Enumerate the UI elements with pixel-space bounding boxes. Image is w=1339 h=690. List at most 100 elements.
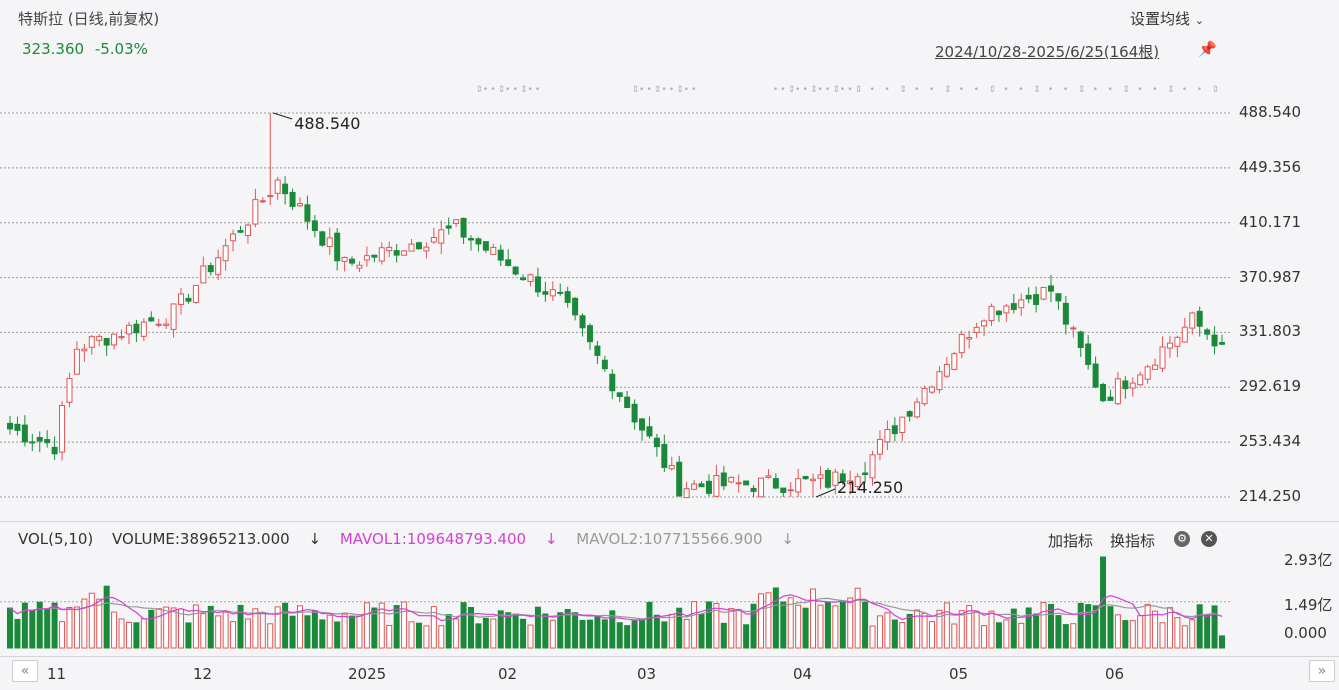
event-marker-icon[interactable]: • — [646, 85, 651, 95]
y-tick-label: 410.171 — [1239, 212, 1302, 231]
add-indicator-button[interactable]: 加指标 — [1048, 532, 1094, 550]
event-marker-icon[interactable]: ⇕ — [1122, 85, 1130, 95]
event-marker-icon[interactable]: • — [795, 85, 800, 95]
event-marker-icon[interactable]: • — [825, 85, 830, 95]
event-marker-icon[interactable]: ⇕ — [855, 85, 863, 95]
candle-body — [966, 337, 973, 340]
event-marker-icon[interactable]: ⇕ — [654, 85, 662, 95]
candle-body — [1062, 302, 1069, 325]
event-marker-icon[interactable]: • — [1182, 85, 1187, 95]
candle-body — [341, 256, 348, 262]
event-marker-icon[interactable]: • — [1152, 85, 1157, 95]
event-marker-icon[interactable]: ⇕ — [520, 85, 528, 95]
volume-bar — [995, 622, 1002, 649]
volume-bar — [1159, 622, 1166, 649]
event-marker-icon[interactable]: • — [1093, 85, 1098, 95]
event-marker-icon[interactable]: ⇕ — [944, 85, 952, 95]
event-marker-icon[interactable]: • — [959, 85, 964, 95]
volume-bar — [1025, 607, 1032, 649]
event-marker-icon[interactable]: ⇕ — [1033, 85, 1041, 95]
candle-body — [929, 386, 936, 393]
volume-bar — [698, 613, 705, 649]
panel-separator — [0, 521, 1339, 522]
event-marker-icon[interactable]: • — [1018, 85, 1023, 95]
volume-bar — [862, 601, 869, 649]
event-marker-icon[interactable]: • — [870, 85, 875, 95]
volume-bar — [207, 605, 214, 649]
event-marker-icon[interactable]: • — [669, 85, 674, 95]
candle-body — [334, 232, 341, 262]
candle-body — [1114, 378, 1121, 405]
event-marker-icon[interactable]: ⇕ — [810, 85, 818, 95]
close-icon[interactable]: ✕ — [1201, 531, 1217, 547]
event-marker-icon[interactable]: ⇕ — [1212, 85, 1220, 95]
volume-bar — [96, 598, 103, 649]
volume-bar — [1003, 619, 1010, 649]
candle-body — [215, 257, 222, 276]
event-marker-icon[interactable]: • — [505, 85, 510, 95]
event-marker-icon[interactable]: • — [914, 85, 919, 95]
event-marker-icon[interactable]: • — [803, 85, 808, 95]
candle-body — [557, 291, 564, 294]
switch-indicator-button[interactable]: 换指标 — [1110, 532, 1156, 550]
volume-bar — [490, 618, 497, 649]
event-marker-icon[interactable]: ⇕ — [676, 85, 684, 95]
y-tick-label: 331.803 — [1239, 322, 1302, 341]
event-marker-icon[interactable]: • — [1048, 85, 1053, 95]
y-tick-label: 253.434 — [1239, 432, 1302, 451]
pin-icon[interactable]: 📌 — [1198, 40, 1217, 58]
volume-chart[interactable] — [0, 548, 1339, 656]
event-marker-icon[interactable]: • — [527, 85, 532, 95]
event-marker-icon[interactable]: ⇕ — [632, 85, 640, 95]
mavol2-value: MAVOL2:107715566.900 — [576, 530, 763, 548]
event-marker-icon[interactable]: • — [1197, 85, 1202, 95]
candle-body — [1159, 346, 1166, 369]
volume-bar — [1107, 606, 1114, 649]
event-marker-icon[interactable]: • — [773, 85, 778, 95]
event-marker-icon[interactable]: • — [840, 85, 845, 95]
volume-bar — [891, 619, 898, 649]
candle-body — [29, 441, 36, 444]
event-marker-icon[interactable]: • — [884, 85, 889, 95]
candle-body — [44, 439, 51, 444]
event-marker-icon[interactable]: ⇕ — [475, 85, 483, 95]
event-marker-icon[interactable]: • — [513, 85, 518, 95]
candle-body — [958, 333, 965, 354]
event-marker-icon[interactable]: ⇕ — [832, 85, 840, 95]
event-marker-icon[interactable]: • — [1063, 85, 1068, 95]
event-marker-icon[interactable]: • — [974, 85, 979, 95]
event-marker-icon[interactable]: • — [639, 85, 644, 95]
event-marker-icon[interactable]: • — [661, 85, 666, 95]
event-marker-icon[interactable]: ⇕ — [1078, 85, 1086, 95]
scroll-left-button[interactable]: « — [12, 660, 38, 682]
volume-bar — [839, 601, 846, 649]
event-marker-icon[interactable]: ⇕ — [899, 85, 907, 95]
event-marker-icon[interactable]: • — [929, 85, 934, 95]
event-marker-icon[interactable]: ⇕ — [988, 85, 996, 95]
event-marker-icon[interactable]: • — [490, 85, 495, 95]
event-marker-icon[interactable]: • — [691, 85, 696, 95]
candle-body — [222, 245, 229, 262]
event-marker-icon[interactable]: • — [684, 85, 689, 95]
ma-settings-button[interactable]: 设置均线 ⌄ — [1130, 8, 1204, 29]
event-marker-icon[interactable]: • — [483, 85, 488, 95]
event-marker-icon[interactable]: ⇕ — [498, 85, 506, 95]
candle-body — [973, 326, 980, 333]
event-marker-icon[interactable]: • — [780, 85, 785, 95]
event-marker-icon[interactable]: ⇕ — [1167, 85, 1175, 95]
event-marker-icon[interactable]: • — [847, 85, 852, 95]
event-marker-icon[interactable]: ⇕ — [788, 85, 796, 95]
candle-body — [408, 243, 415, 252]
event-marker-icon[interactable]: • — [1003, 85, 1008, 95]
event-marker-icon[interactable]: • — [1107, 85, 1112, 95]
event-marker-icon[interactable]: • — [1137, 85, 1142, 95]
event-marker-icon[interactable]: • — [817, 85, 822, 95]
candle-body — [869, 454, 876, 479]
volume-bar — [1144, 603, 1151, 649]
gear-icon[interactable]: ⚙ — [1174, 531, 1190, 547]
candle-body — [757, 477, 764, 498]
date-range[interactable]: 2024/10/28-2025/6/25(164根) — [935, 43, 1160, 61]
event-marker-icon[interactable]: • — [535, 85, 540, 95]
scroll-right-button[interactable]: » — [1309, 660, 1335, 682]
